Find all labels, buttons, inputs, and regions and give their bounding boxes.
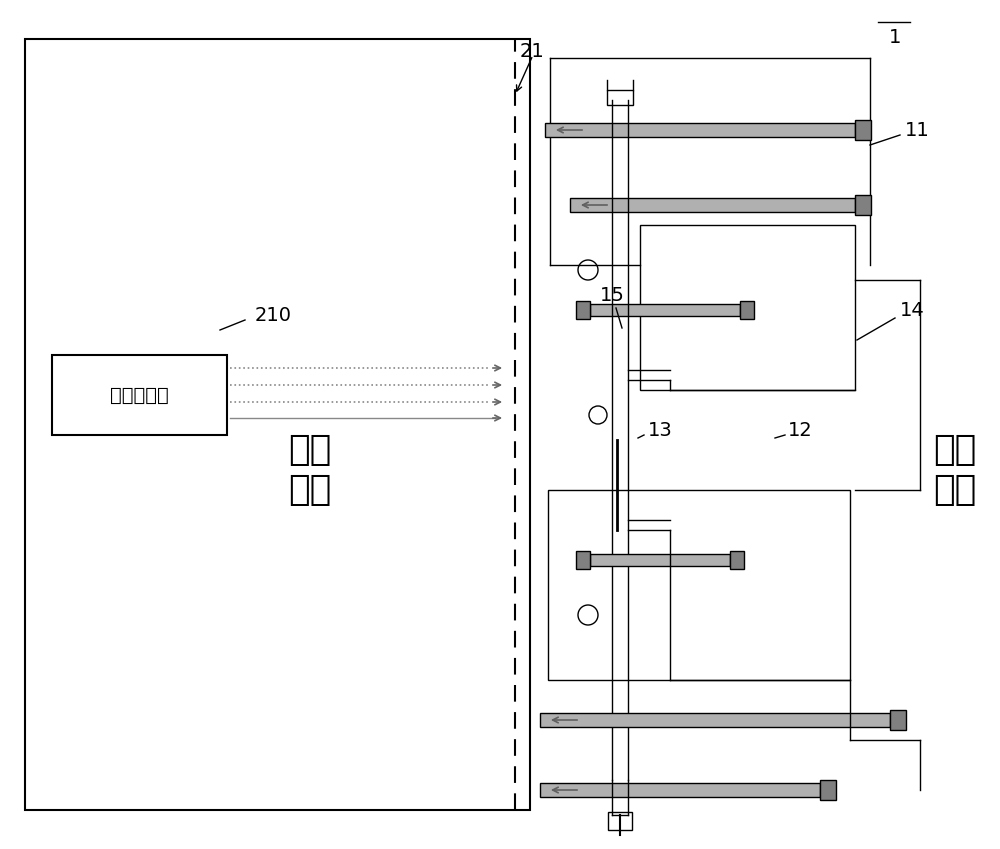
Text: 真空: 真空 (288, 433, 332, 467)
Bar (820, 780, 836, 800)
Bar (730, 551, 744, 569)
Text: 210: 210 (255, 306, 292, 324)
Text: 21: 21 (520, 42, 545, 61)
Bar (890, 710, 906, 730)
Text: 1: 1 (889, 28, 901, 47)
Bar (590, 304, 740, 316)
Bar (576, 301, 590, 319)
Bar (52, 355, 227, 435)
Text: 14: 14 (900, 301, 925, 319)
Text: 15: 15 (600, 285, 625, 305)
Text: 环境: 环境 (288, 473, 332, 507)
Text: 环境: 环境 (933, 473, 977, 507)
Bar (576, 551, 590, 569)
Bar (570, 198, 855, 212)
Text: 12: 12 (788, 420, 813, 440)
Bar (740, 301, 754, 319)
Bar (540, 713, 890, 727)
Text: 粒子加速器: 粒子加速器 (110, 385, 168, 404)
Bar (545, 123, 855, 137)
Bar (548, 490, 850, 680)
Bar (540, 783, 820, 797)
Text: 13: 13 (648, 420, 673, 440)
Text: 11: 11 (905, 121, 930, 139)
Bar (855, 195, 871, 215)
Text: 大气: 大气 (933, 433, 977, 467)
Bar (590, 554, 730, 566)
Bar (25, 39, 530, 810)
Bar (608, 812, 632, 830)
Bar (607, 90, 633, 105)
Bar (640, 225, 855, 390)
Bar (855, 120, 871, 140)
